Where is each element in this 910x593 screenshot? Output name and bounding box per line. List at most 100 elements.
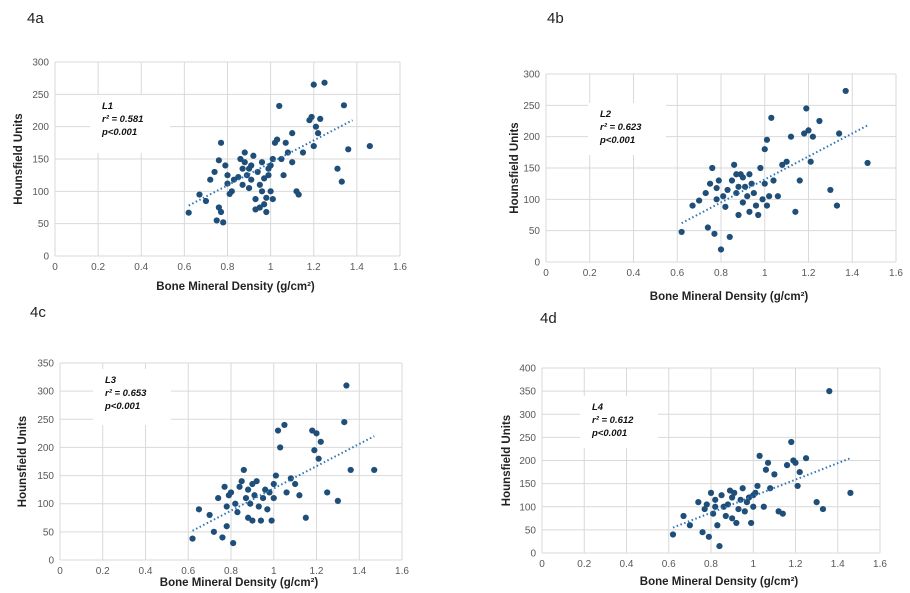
x-tick-label: 0.4 <box>139 566 153 577</box>
data-point <box>295 191 302 198</box>
y-tick-label: 350 <box>519 387 536 398</box>
trendline <box>672 457 851 529</box>
data-point <box>263 208 270 216</box>
data-point <box>669 531 677 538</box>
y-tick-label: 200 <box>37 443 54 454</box>
data-point <box>270 480 277 488</box>
data-point <box>787 133 795 140</box>
data-point <box>247 500 254 507</box>
data-point <box>750 189 757 197</box>
data-point <box>717 246 725 253</box>
y-tick-label: 250 <box>32 90 49 101</box>
x-tick-label: 0.2 <box>96 566 110 577</box>
data-point <box>762 466 770 473</box>
data-point <box>283 489 290 496</box>
x-tick-label: 1.4 <box>352 566 366 577</box>
y-tick-label: 0 <box>48 556 54 567</box>
x-tick-label: 1 <box>750 559 756 570</box>
data-point <box>321 79 328 86</box>
data-point <box>239 181 246 188</box>
x-tick-label: 0.2 <box>577 559 591 570</box>
x-tick-label: 0 <box>52 262 58 273</box>
data-point <box>249 517 256 524</box>
data-point <box>345 146 352 153</box>
data-point <box>705 533 712 540</box>
data-point <box>223 523 230 530</box>
panel-label-4c: 4c <box>30 304 46 321</box>
annotation-line: r² = 0.623 <box>600 122 642 133</box>
annotation-line: p<0.001 <box>599 135 635 146</box>
x-tick-label: 0.6 <box>670 268 684 279</box>
data-point <box>282 139 289 146</box>
data-point <box>704 224 711 231</box>
data-point <box>764 459 772 466</box>
data-point <box>702 189 709 197</box>
annotation-box <box>588 103 666 155</box>
data-point <box>236 483 243 490</box>
x-tick-label: 0.6 <box>181 566 195 577</box>
data-point <box>718 492 725 499</box>
y-tick-label: 50 <box>529 226 541 237</box>
y-tick-label: 250 <box>519 433 536 444</box>
data-point <box>816 117 823 125</box>
x-tick-label: 1 <box>268 262 274 273</box>
annotation-line: r² = 0.653 <box>105 388 147 399</box>
annotation-box <box>90 95 170 153</box>
data-point <box>256 181 263 188</box>
chart-4b: 0 0.2 0.4 0.6 0.8 1 1.2 1.4 1.6 0 50 100 150 200 250 30… <box>509 70 903 304</box>
x-tick-label: 1.6 <box>889 268 903 279</box>
y-axis-title: Hounsfield Units <box>509 122 521 213</box>
x-axis-title: Bone Mineral Density (g/cm²) <box>650 291 809 303</box>
data-point <box>802 455 810 462</box>
x-tick-label: 1 <box>271 566 277 577</box>
data-point <box>267 162 274 169</box>
data-point <box>711 230 718 237</box>
data-point <box>757 164 764 172</box>
x-tick-label: 0.2 <box>91 262 105 273</box>
data-point <box>713 184 720 192</box>
data-point <box>737 496 744 503</box>
data-point <box>722 203 729 210</box>
data-point <box>312 123 320 130</box>
data-point <box>340 102 348 109</box>
data-point <box>739 199 746 206</box>
data-point <box>243 172 251 179</box>
data-point <box>744 193 751 200</box>
data-point <box>371 466 378 474</box>
data-point <box>746 171 753 178</box>
data-point <box>724 186 731 194</box>
data-point <box>289 159 296 166</box>
data-point <box>783 158 790 165</box>
y-axis-title: Hounsfield Units <box>501 415 513 506</box>
data-point <box>722 512 729 520</box>
annotation-line: L3 <box>105 375 117 386</box>
data-point <box>317 115 324 123</box>
data-point <box>748 519 755 527</box>
data-point <box>716 542 723 550</box>
x-tick-label: 1.6 <box>393 262 407 273</box>
data-point <box>766 193 773 200</box>
y-tick-label: 150 <box>37 471 54 482</box>
data-point <box>272 472 279 479</box>
data-point <box>224 172 231 179</box>
data-point <box>224 180 231 187</box>
data-point <box>731 489 738 496</box>
data-point <box>741 183 749 190</box>
data-point <box>733 519 740 527</box>
data-point <box>241 149 248 156</box>
panel-label-4b: 4b <box>547 10 564 27</box>
data-point <box>750 503 757 510</box>
data-point <box>338 178 345 185</box>
x-axis-title: Bone Mineral Density (g/cm²) <box>156 281 315 293</box>
data-point <box>803 105 810 112</box>
y-tick-label: 200 <box>32 122 49 133</box>
data-point <box>731 161 738 168</box>
data-point <box>217 139 225 146</box>
data-point <box>756 452 763 459</box>
data-point <box>202 197 210 205</box>
x-tick-label: 0.4 <box>627 268 641 279</box>
data-point <box>222 162 229 169</box>
data-point <box>215 157 222 164</box>
data-point <box>299 149 307 156</box>
